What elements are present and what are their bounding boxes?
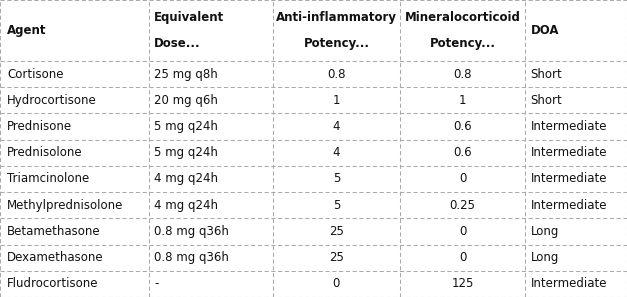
Text: Intermediate: Intermediate: [530, 277, 607, 290]
Text: Intermediate: Intermediate: [530, 120, 607, 133]
Text: Anti-inflammatory: Anti-inflammatory: [276, 11, 397, 23]
Text: 0.25: 0.25: [450, 199, 476, 212]
Text: Long: Long: [530, 251, 559, 264]
Text: Hydrocortisone: Hydrocortisone: [7, 94, 97, 107]
Text: 4: 4: [333, 120, 340, 133]
Text: Cortisone: Cortisone: [7, 67, 63, 80]
Text: Prednisolone: Prednisolone: [7, 146, 83, 159]
Text: Equivalent: Equivalent: [154, 11, 224, 23]
Text: 4 mg q24h: 4 mg q24h: [154, 199, 218, 212]
Text: 25: 25: [329, 225, 344, 238]
Text: Long: Long: [530, 225, 559, 238]
Text: Agent: Agent: [7, 24, 46, 37]
Text: Dexamethasone: Dexamethasone: [7, 251, 103, 264]
Text: Dose...: Dose...: [154, 37, 201, 50]
Text: Mineralocorticoid: Mineralocorticoid: [405, 11, 520, 23]
Text: 0: 0: [459, 251, 466, 264]
Text: 0.8: 0.8: [327, 67, 345, 80]
Text: 4 mg q24h: 4 mg q24h: [154, 173, 218, 185]
Text: 5 mg q24h: 5 mg q24h: [154, 120, 218, 133]
Text: 5: 5: [333, 199, 340, 212]
Text: Methylprednisolone: Methylprednisolone: [7, 199, 124, 212]
Text: Intermediate: Intermediate: [530, 173, 607, 185]
Text: 0.8: 0.8: [453, 67, 472, 80]
Text: 125: 125: [451, 277, 474, 290]
Text: 25: 25: [329, 251, 344, 264]
Text: 0.8 mg q36h: 0.8 mg q36h: [154, 251, 229, 264]
Text: 0: 0: [459, 173, 466, 185]
Text: 25 mg q8h: 25 mg q8h: [154, 67, 218, 80]
Text: 0: 0: [459, 225, 466, 238]
Text: 0.8 mg q36h: 0.8 mg q36h: [154, 225, 229, 238]
Text: 20 mg q6h: 20 mg q6h: [154, 94, 218, 107]
Text: 5: 5: [333, 173, 340, 185]
Text: Short: Short: [530, 94, 562, 107]
Text: DOA: DOA: [530, 24, 559, 37]
Text: 0.6: 0.6: [453, 146, 472, 159]
Text: 4: 4: [333, 146, 340, 159]
Text: 0.6: 0.6: [453, 120, 472, 133]
Text: Intermediate: Intermediate: [530, 199, 607, 212]
Text: 1: 1: [459, 94, 466, 107]
Text: Betamethasone: Betamethasone: [7, 225, 100, 238]
Text: Intermediate: Intermediate: [530, 146, 607, 159]
Text: Fludrocortisone: Fludrocortisone: [7, 277, 98, 290]
Text: -: -: [154, 277, 159, 290]
Text: 0: 0: [333, 277, 340, 290]
Text: Potency...: Potency...: [303, 37, 369, 50]
Text: Short: Short: [530, 67, 562, 80]
Text: Potency...: Potency...: [429, 37, 496, 50]
Text: 1: 1: [333, 94, 340, 107]
Text: 5 mg q24h: 5 mg q24h: [154, 146, 218, 159]
Text: Triamcinolone: Triamcinolone: [7, 173, 89, 185]
Text: Prednisone: Prednisone: [7, 120, 72, 133]
